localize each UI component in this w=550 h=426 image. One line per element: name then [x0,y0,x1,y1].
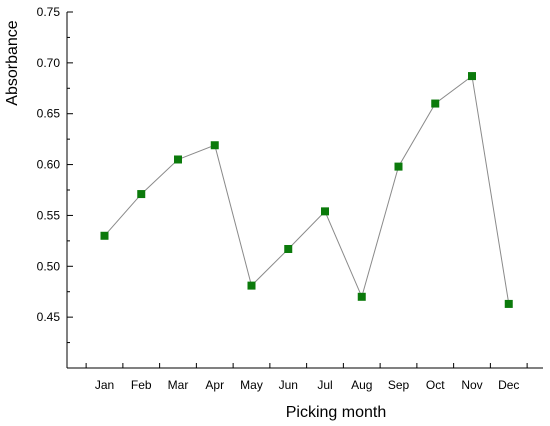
x-axis-title: Picking month [286,404,387,421]
data-point [174,155,182,164]
y-tick-label: 0.55 [37,208,61,222]
axes [66,12,543,369]
x-tick-label: Jan [95,378,114,392]
x-tick-label: Sep [388,378,410,392]
data-point [247,281,256,290]
y-axis-title: Absorbance [4,20,21,105]
data-point [468,72,476,81]
series-line [104,75,510,304]
x-tick-label: Mar [168,378,189,392]
data-point [321,207,329,216]
data-point [431,99,440,108]
x-tick-label: Nov [461,378,482,392]
y-tick-label: 0.70 [37,56,61,70]
data-point [284,244,293,253]
y-ticks: 0.45 0.50 0.55 0.60 0.65 0.70 0.75 [37,5,73,344]
data-point [357,292,366,301]
y-tick-label: 0.50 [37,259,61,273]
x-tick-label: Feb [131,378,152,392]
y-tick-label: 0.65 [37,107,61,121]
y-tick-label: 0.75 [37,5,61,19]
y-tick-label: 0.60 [37,158,61,172]
data-point [394,162,403,171]
x-tick-label: Oct [426,378,445,392]
x-ticks: Jan Feb Mar Apr May Jun Jul Aug Sep Oct Nov Dec [85,363,528,392]
data-point [100,231,109,240]
x-tick-label: Aug [351,378,372,392]
x-tick-label: Dec [498,378,519,392]
data-point [504,299,513,308]
x-tick-label: Jun [279,378,298,392]
data-point [137,190,146,199]
series-group [100,72,513,308]
x-tick-label: Apr [205,378,224,392]
x-tick-label: May [240,378,263,392]
y-tick-label: 0.45 [37,310,61,324]
x-tick-label: Jul [317,378,332,392]
data-point [210,141,219,150]
